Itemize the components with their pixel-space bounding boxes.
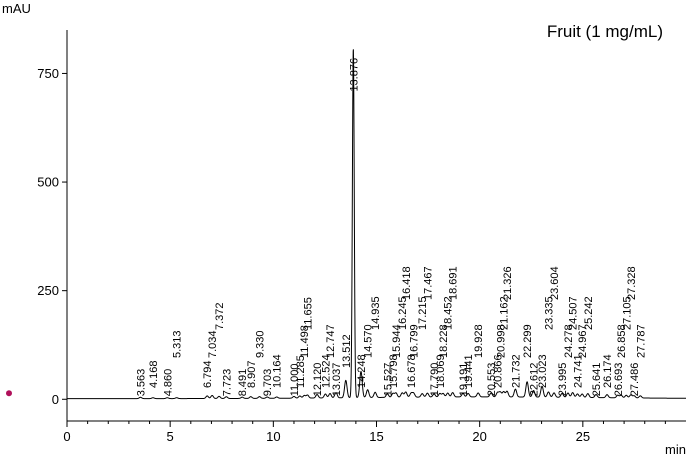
peak-label: 14.935 [370, 296, 382, 330]
peak-label: 13.876 [348, 58, 360, 92]
peak-label: 27.787 [635, 324, 647, 358]
x-tick-label: 5 [167, 429, 174, 444]
x-tick-label: 10 [266, 429, 280, 444]
y-axis-label: mAU [2, 1, 31, 16]
x-ticks: 0 5 10 15 20 25 [63, 421, 666, 444]
peak-label: 11.498 [299, 325, 311, 358]
peak-label: 18.691 [448, 266, 460, 300]
peak-label: 24.507 [568, 296, 580, 330]
peak-label: 23.604 [549, 266, 561, 300]
peak-label: 10.164 [272, 354, 284, 388]
peak-label: 21.162 [499, 296, 511, 330]
peak-label: 9.330 [255, 330, 267, 358]
x-tick-label: 20 [472, 429, 486, 444]
peak-label: 15.798 [388, 354, 400, 388]
peak-label: 22.299 [522, 324, 534, 358]
peak-label: 16.418 [401, 266, 413, 300]
peak-label: 16.245 [397, 296, 409, 330]
peak-label: 24.967 [577, 324, 589, 358]
peak-label: 5.313 [172, 330, 184, 358]
peak-label: 16.799 [409, 324, 421, 358]
chromatogram-trace [67, 49, 686, 400]
peak-label: 8.907 [246, 360, 258, 388]
y-tick-label: 750 [37, 66, 59, 81]
peak-label: 27.105 [621, 296, 633, 330]
peak-label: 7.034 [207, 330, 219, 358]
peak-label: 19.191 [458, 363, 470, 397]
y-tick-label: 250 [37, 283, 59, 298]
peak-label: 17.215 [417, 296, 429, 330]
peak-label: 26.174 [602, 354, 614, 388]
peak-label: 14.248 [356, 354, 368, 388]
peak-label: 6.794 [202, 360, 214, 388]
peak-label: 13.512 [341, 334, 353, 368]
x-tick-label: 15 [369, 429, 383, 444]
peak-label: 18.228 [438, 324, 450, 358]
peak-label: 7.372 [214, 302, 226, 330]
y-tick-label: 0 [52, 392, 59, 407]
peak-label: 27.486 [629, 363, 641, 397]
peak-label: 11.000 [289, 363, 301, 396]
peak-label: 19.928 [473, 324, 485, 358]
peak-label: 27.328 [626, 266, 638, 300]
peak-label: 21.732 [510, 354, 522, 388]
peak-label: 16.678 [406, 354, 418, 388]
peak-label: 15.944 [391, 324, 403, 358]
peak-label: 3.563 [136, 369, 148, 397]
peak-label: 17.790 [429, 363, 441, 397]
x-tick-label: 0 [63, 429, 70, 444]
peak-label: 7.723 [221, 369, 233, 397]
chart-title: Fruit (1 mg/mL) [547, 22, 663, 41]
x-axis-label: min [665, 442, 686, 457]
peak-label: 11.655 [302, 297, 314, 330]
y-ticks: 0 250 500 750 [37, 66, 67, 407]
peak-label: 24.741 [572, 354, 584, 388]
peak-label: 23.995 [557, 363, 569, 397]
peak-label: 4.168 [148, 360, 160, 388]
peak-label: 24.278 [563, 324, 575, 358]
peak-label: 18.069 [435, 354, 447, 388]
peak-label: 13.037 [331, 363, 343, 397]
peak-label: 25.242 [583, 296, 595, 330]
peak-label: 4.860 [162, 369, 174, 397]
peak-label: 20.553 [486, 363, 498, 397]
peak-label: 14.570 [363, 324, 375, 358]
baseline-marker-dot [6, 390, 12, 397]
peak-label: 8.491 [237, 369, 249, 397]
x-tick-label: 25 [576, 429, 590, 444]
peak-label: 12.120 [312, 363, 324, 397]
peak-label: 15.527 [382, 363, 394, 397]
peak-label: 11.285 [295, 355, 307, 388]
peak-label: 18.452 [443, 296, 455, 330]
peak-label: 12.524 [320, 354, 332, 388]
peak-label: 20.866 [493, 354, 505, 388]
peak-label: 23.335 [543, 296, 555, 330]
peak-label: 22.612 [529, 363, 541, 397]
peak-label: 23.023 [537, 354, 549, 388]
peak-label: 21.326 [502, 266, 514, 300]
peak-label: 19.441 [463, 354, 475, 388]
peak-label: 26.858 [616, 324, 628, 358]
peak-label: 9.703 [262, 369, 274, 397]
peak-label: 25.641 [591, 363, 603, 397]
y-tick-label: 500 [37, 175, 59, 190]
peak-label: 12.747 [325, 324, 337, 358]
peak-label: 20.998 [495, 324, 507, 358]
peak-label: 17.467 [422, 266, 434, 300]
peak-label: 26.693 [613, 363, 625, 397]
